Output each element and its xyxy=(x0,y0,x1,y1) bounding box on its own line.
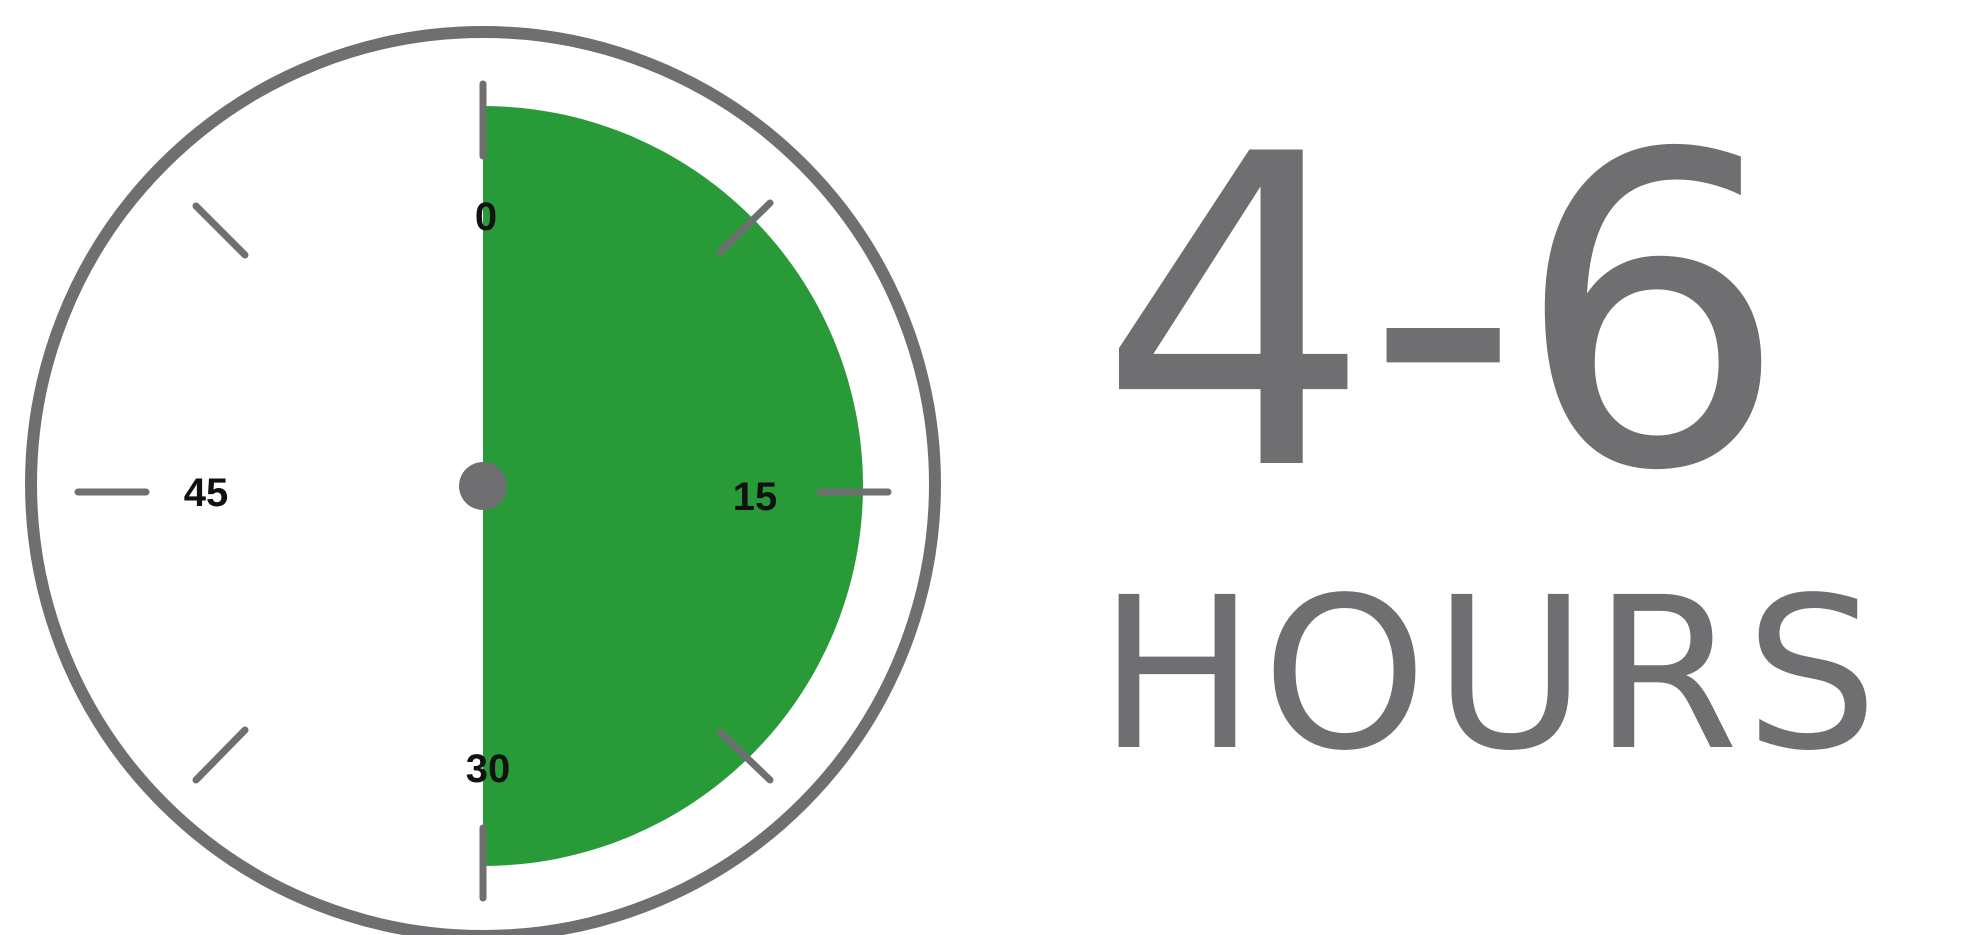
elapsed-wedge xyxy=(483,106,863,866)
duration-range: 4-6 xyxy=(1098,65,1788,565)
dial-label-15: 15 xyxy=(733,475,778,519)
tick-mark-52 xyxy=(192,202,249,259)
stopwatch-icon: 0 15 30 45 xyxy=(25,26,941,935)
dial-center-hub xyxy=(459,462,507,510)
duration-unit: HOURS xyxy=(1098,552,1885,797)
dial-label-0: 0 xyxy=(475,195,497,239)
dial-label-30: 30 xyxy=(466,747,511,791)
tick-mark-22 xyxy=(716,728,774,784)
tick-mark-7 xyxy=(716,199,774,256)
tick-mark-37 xyxy=(192,726,249,784)
dial-label-45: 45 xyxy=(184,471,229,515)
